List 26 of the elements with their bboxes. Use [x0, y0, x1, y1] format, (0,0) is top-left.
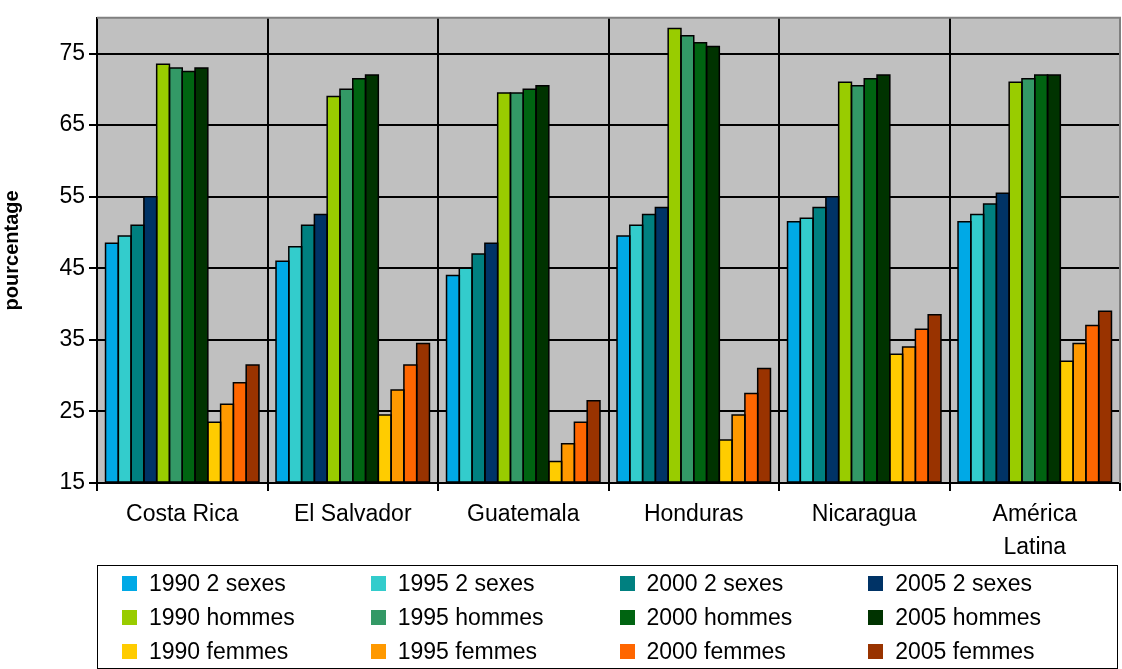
x-tick-label: Nicaragua: [811, 500, 917, 527]
y-tick-label: 55: [59, 182, 85, 209]
legend-label: 1995 femmes: [397, 637, 538, 665]
legend-label: 2000 femmes: [646, 637, 786, 665]
y-tick-label: 35: [59, 325, 85, 352]
y-tick-label: 25: [59, 396, 85, 423]
x-tick-label: América Latina: [992, 500, 1078, 559]
legend-label: 1995 2 sexes: [397, 569, 535, 597]
legend-label: 2000 2 sexes: [646, 569, 784, 597]
y-tick-label: 15: [59, 468, 85, 495]
legend-label: 2005 2 sexes: [895, 569, 1033, 597]
legend-label: 1990 2 sexes: [149, 569, 286, 597]
legend-label: 2005 femmes: [895, 637, 1035, 665]
legend-label: 2000 hommes: [646, 603, 793, 631]
y-tick-label: 45: [59, 253, 85, 280]
x-tick-label: Honduras: [643, 500, 744, 527]
legend-label: 1990 femmes: [149, 637, 289, 665]
legend-label: 2005 hommes: [895, 603, 1041, 631]
legend-label: 1990 hommes: [149, 603, 295, 631]
y-tick-label: 65: [59, 110, 85, 137]
x-tick-label: Costa Rica: [126, 500, 239, 527]
y-axis-title: pourcentage: [0, 190, 22, 311]
x-tick-label: Guatemala: [466, 500, 580, 527]
x-tick-label: El Salvador: [293, 500, 412, 527]
y-tick-label: 75: [59, 38, 85, 65]
legend-label: 1995 hommes: [397, 603, 544, 631]
